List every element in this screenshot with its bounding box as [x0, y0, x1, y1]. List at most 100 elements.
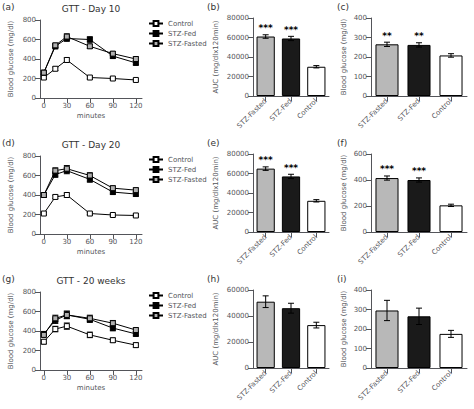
svg-text:100: 100 — [354, 73, 367, 81]
svg-text:(b): (b) — [207, 2, 220, 12]
svg-text:Control: Control — [430, 369, 454, 393]
svg-text:90: 90 — [108, 374, 117, 382]
svg-text:40000: 40000 — [227, 53, 249, 61]
svg-text:***: *** — [412, 166, 426, 176]
svg-text:100: 100 — [354, 345, 367, 353]
svg-text:***: *** — [259, 23, 273, 33]
svg-text:30: 30 — [62, 374, 71, 382]
svg-text:(c): (c) — [337, 2, 349, 12]
svg-text:STZ-Fasted: STZ-Fasted — [168, 176, 207, 184]
svg-text:AUC (mg/dlx120min): AUC (mg/dlx120min) — [212, 292, 220, 365]
svg-text:400: 400 — [23, 55, 36, 63]
svg-text:60: 60 — [85, 102, 94, 110]
svg-text:0: 0 — [42, 102, 46, 110]
svg-text:AUC (mg/dlx120min): AUC (mg/dlx120min) — [212, 156, 220, 229]
svg-text:STZ-Fed: STZ-Fed — [268, 233, 294, 259]
svg-text:600: 600 — [23, 172, 36, 180]
svg-text:600: 600 — [23, 308, 36, 316]
svg-text:0: 0 — [32, 366, 36, 374]
svg-text:Blood glucose (mg/dl): Blood glucose (mg/dl) — [340, 18, 348, 95]
svg-text:200: 200 — [354, 202, 367, 210]
svg-text:0: 0 — [42, 238, 46, 246]
svg-text:Control: Control — [296, 97, 320, 121]
svg-text:STZ-Fasted: STZ-Fasted — [357, 369, 390, 402]
svg-text:Blood glucose (mg/dl): Blood glucose (mg/dl) — [7, 292, 15, 369]
svg-text:(e): (e) — [207, 138, 220, 148]
svg-text:0: 0 — [363, 92, 367, 100]
svg-text:Control: Control — [430, 97, 454, 121]
svg-text:Control: Control — [430, 233, 454, 257]
svg-text:GTT - 20 weeks: GTT - 20 weeks — [56, 276, 125, 286]
svg-text:STZ-Fasted: STZ-Fasted — [357, 97, 390, 130]
svg-text:200: 200 — [23, 211, 36, 219]
svg-text:Control: Control — [168, 156, 193, 164]
svg-text:200: 200 — [23, 75, 36, 83]
svg-text:60000: 60000 — [227, 170, 249, 178]
svg-text:400: 400 — [23, 327, 36, 335]
svg-text:**: ** — [382, 31, 392, 41]
svg-text:STZ-Fed: STZ-Fed — [168, 30, 196, 38]
svg-text:STZ-Fed: STZ-Fed — [268, 369, 294, 395]
svg-text:***: *** — [380, 164, 394, 174]
svg-text:AUC (mg/dlx120min): AUC (mg/dlx120min) — [212, 20, 220, 93]
svg-text:0: 0 — [245, 92, 249, 100]
svg-text:20000: 20000 — [227, 209, 249, 217]
svg-text:Blood glucose (mg/dl): Blood glucose (mg/dl) — [7, 156, 15, 233]
svg-text:STZ-Fed: STZ-Fed — [168, 166, 196, 174]
svg-text:STZ-Fed: STZ-Fed — [268, 97, 294, 123]
svg-text:120: 120 — [129, 102, 142, 110]
svg-text:Blood glucose (mg/dl): Blood glucose (mg/dl) — [340, 154, 348, 231]
svg-text:90: 90 — [108, 102, 117, 110]
svg-text:600: 600 — [23, 36, 36, 44]
svg-text:STZ-Fasted: STZ-Fasted — [236, 233, 269, 266]
svg-text:Control: Control — [168, 292, 193, 300]
svg-text:300: 300 — [354, 306, 367, 314]
svg-text:STZ-Fasted: STZ-Fasted — [236, 369, 269, 402]
svg-text:400: 400 — [23, 191, 36, 199]
svg-text:80000: 80000 — [227, 150, 249, 158]
svg-text:60: 60 — [85, 374, 94, 382]
svg-text:(h): (h) — [207, 274, 220, 284]
svg-text:0: 0 — [42, 374, 46, 382]
svg-text:20000: 20000 — [227, 338, 249, 346]
svg-text:STZ-Fasted: STZ-Fasted — [168, 40, 207, 48]
svg-text:Control: Control — [296, 233, 320, 257]
svg-text:(a): (a) — [2, 2, 15, 12]
svg-text:***: *** — [259, 155, 273, 165]
svg-text:***: *** — [284, 25, 298, 35]
svg-text:0: 0 — [32, 94, 36, 102]
svg-text:Control: Control — [168, 20, 193, 28]
svg-text:Blood glucose (mg/dl): Blood glucose (mg/dl) — [7, 20, 15, 97]
svg-text:200: 200 — [354, 325, 367, 333]
svg-text:0: 0 — [363, 364, 367, 372]
svg-text:Blood glucose (mg/dl): Blood glucose (mg/dl) — [340, 290, 348, 367]
svg-text:minutes: minutes — [77, 112, 106, 120]
svg-text:0: 0 — [245, 364, 249, 372]
svg-text:(d): (d) — [2, 138, 15, 148]
svg-text:**: ** — [414, 31, 424, 41]
svg-text:80000: 80000 — [227, 14, 249, 22]
svg-text:Control: Control — [296, 369, 320, 393]
svg-text:0: 0 — [363, 228, 367, 236]
svg-text:60000: 60000 — [227, 34, 249, 42]
svg-text:STZ-Fasted: STZ-Fasted — [168, 312, 207, 320]
svg-text:600: 600 — [354, 150, 367, 158]
svg-text:40000: 40000 — [227, 189, 249, 197]
svg-text:(i): (i) — [337, 274, 347, 284]
svg-text:(f): (f) — [337, 138, 347, 148]
svg-text:minutes: minutes — [77, 384, 106, 392]
svg-text:0: 0 — [32, 230, 36, 238]
svg-text:STZ-Fed: STZ-Fed — [396, 233, 422, 259]
svg-text:STZ-Fed: STZ-Fed — [396, 369, 422, 395]
svg-text:90: 90 — [108, 238, 117, 246]
svg-text:60: 60 — [85, 238, 94, 246]
svg-text:120: 120 — [129, 374, 142, 382]
svg-text:GTT - Day 10: GTT - Day 10 — [62, 4, 121, 14]
svg-text:minutes: minutes — [77, 248, 106, 256]
svg-text:800: 800 — [23, 288, 36, 296]
svg-text:200: 200 — [354, 53, 367, 61]
svg-text:800: 800 — [23, 16, 36, 24]
svg-text:0: 0 — [245, 228, 249, 236]
svg-text:400: 400 — [354, 14, 367, 22]
svg-text:20000: 20000 — [227, 73, 249, 81]
